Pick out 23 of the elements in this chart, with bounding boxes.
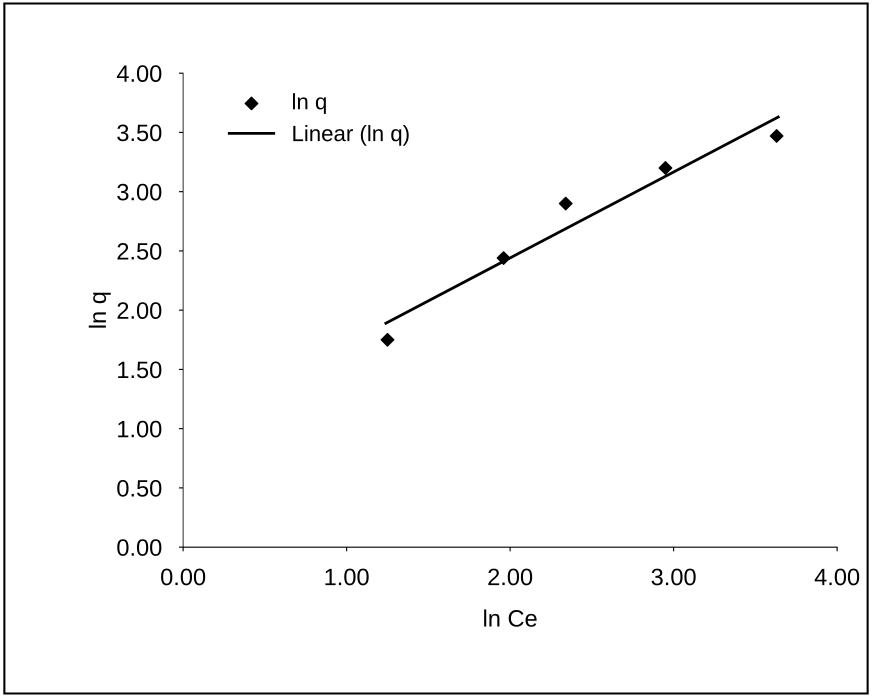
y-axis-title: ln q: [88, 292, 111, 328]
point: [770, 129, 784, 143]
y-tick-label: 3.50: [117, 124, 162, 142]
point: [658, 161, 672, 175]
x-tick-label: 4.00: [814, 568, 860, 586]
y-tick-label: 3.00: [117, 184, 162, 200]
x-tick-label: 1.00: [325, 568, 369, 586]
legend-label: Linear (ln q): [293, 125, 409, 146]
x-tick-label: 3.00: [652, 568, 696, 586]
point: [558, 196, 573, 210]
y-tick-label: 0.50: [117, 480, 162, 497]
y-tick-label: 0.00: [117, 539, 162, 556]
point: [380, 332, 394, 347]
y-tick-label: 4.00: [116, 65, 162, 82]
point: [496, 251, 510, 265]
y-tick-label: 1.50: [118, 361, 162, 378]
x-axis-title: ln Ce: [484, 609, 537, 627]
x-tick-label: 2.00: [488, 568, 532, 586]
y-tick-label: 2.50: [118, 242, 162, 260]
y-tick-label: 2.00: [118, 302, 162, 319]
legend-label: ln q: [293, 93, 326, 114]
y-tick-label: 1.00: [118, 420, 162, 438]
x-tick-label: 0.00: [161, 568, 206, 586]
